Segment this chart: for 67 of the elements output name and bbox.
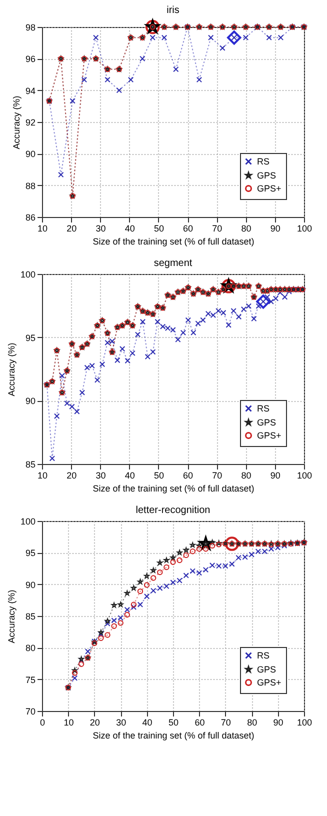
y-tick-label: 86 — [25, 212, 36, 222]
chart-title: letter-recognition — [136, 505, 210, 516]
x-tick-label: 90 — [273, 718, 284, 728]
x-tick-label: 40 — [124, 470, 135, 480]
y-axis-title: Accuracy (%) — [6, 590, 16, 644]
x-tick-label: 80 — [247, 718, 258, 728]
x-tick-label: 50 — [154, 224, 164, 234]
x-tick-label: 70 — [212, 470, 222, 480]
y-tick-label: 90 — [25, 580, 36, 590]
x-tick-label: 100 — [296, 718, 312, 728]
x-tick-label: 30 — [96, 470, 106, 480]
x-tick-label: 50 — [154, 470, 164, 480]
y-tick-label: 95 — [25, 548, 36, 558]
y-tick-label: 90 — [25, 149, 36, 160]
y-tick-label: 80 — [25, 643, 36, 654]
chart-title: segment — [154, 258, 192, 269]
y-tick-label: 94 — [25, 86, 36, 96]
x-axis-title: Size of the training set (% of full dataset) — [92, 484, 254, 494]
legend-label: GPS+ — [257, 678, 282, 688]
legend-label: RS — [257, 156, 270, 166]
legend-label: GPS — [257, 664, 276, 674]
y-tick-label: 88 — [25, 180, 36, 191]
y-axis-title: Accuracy (%) — [6, 342, 16, 396]
y-tick-label: 90 — [25, 396, 36, 406]
x-tick-label: 90 — [270, 470, 280, 480]
x-tick-label: 10 — [64, 718, 74, 728]
x-tick-label: 70 — [212, 224, 222, 234]
x-tick-label: 90 — [270, 224, 280, 234]
legend-label: GPS — [257, 170, 276, 180]
legend-label: GPS+ — [257, 184, 282, 194]
x-tick-label: 30 — [96, 224, 106, 234]
y-tick-label: 98 — [25, 22, 36, 32]
x-tick-label: 80 — [241, 224, 252, 234]
x-axis-title: Size of the training set (% of full dataset) — [92, 236, 254, 246]
x-tick-label: 50 — [168, 718, 179, 728]
x-tick-label: 60 — [183, 470, 194, 480]
y-tick-label: 75 — [25, 674, 36, 685]
chart-title: iris — [166, 4, 180, 16]
legend-label: RS — [257, 650, 270, 660]
y-tick-label: 70 — [25, 706, 36, 716]
x-tick-label: 40 — [142, 718, 152, 728]
legend-label: RS — [257, 404, 270, 414]
y-tick-label: 95 — [25, 332, 36, 343]
x-axis-title: Size of the training set (% of full dataset) — [92, 730, 254, 740]
x-tick-label: 100 — [296, 224, 312, 234]
legend-label: GPS+ — [257, 430, 282, 440]
x-tick-label: 80 — [241, 470, 252, 480]
x-tick-label: 20 — [90, 718, 100, 728]
x-tick-label: 100 — [296, 470, 312, 480]
y-tick-label: 100 — [20, 270, 36, 280]
y-axis-title: Accuracy (%) — [11, 96, 22, 150]
x-tick-label: 20 — [66, 224, 77, 234]
y-tick-label: 92 — [25, 118, 36, 128]
x-tick-label: 60 — [183, 224, 194, 234]
legend-label: GPS — [257, 418, 276, 428]
x-tick-label: 20 — [66, 470, 77, 480]
x-tick-label: 10 — [37, 470, 48, 480]
x-tick-label: 10 — [37, 224, 48, 234]
y-tick-label: 85 — [25, 612, 36, 622]
y-tick-label: 96 — [25, 54, 36, 64]
x-tick-label: 0 — [40, 718, 46, 728]
y-tick-label: 100 — [20, 516, 36, 526]
x-tick-label: 70 — [220, 718, 231, 728]
x-tick-label: 30 — [116, 718, 126, 728]
y-tick-label: 85 — [25, 460, 36, 470]
x-tick-label: 40 — [124, 224, 135, 234]
x-tick-label: 60 — [194, 718, 205, 728]
